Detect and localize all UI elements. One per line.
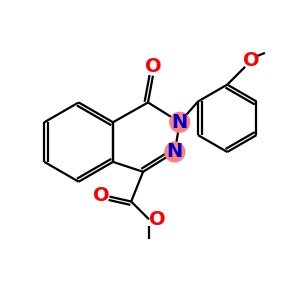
Text: O: O bbox=[145, 57, 161, 76]
Text: O: O bbox=[148, 210, 165, 229]
Text: O: O bbox=[93, 186, 110, 205]
Text: O: O bbox=[243, 51, 260, 70]
Text: N: N bbox=[167, 142, 183, 161]
Circle shape bbox=[165, 142, 185, 162]
Text: N: N bbox=[172, 113, 188, 132]
Circle shape bbox=[170, 112, 190, 132]
